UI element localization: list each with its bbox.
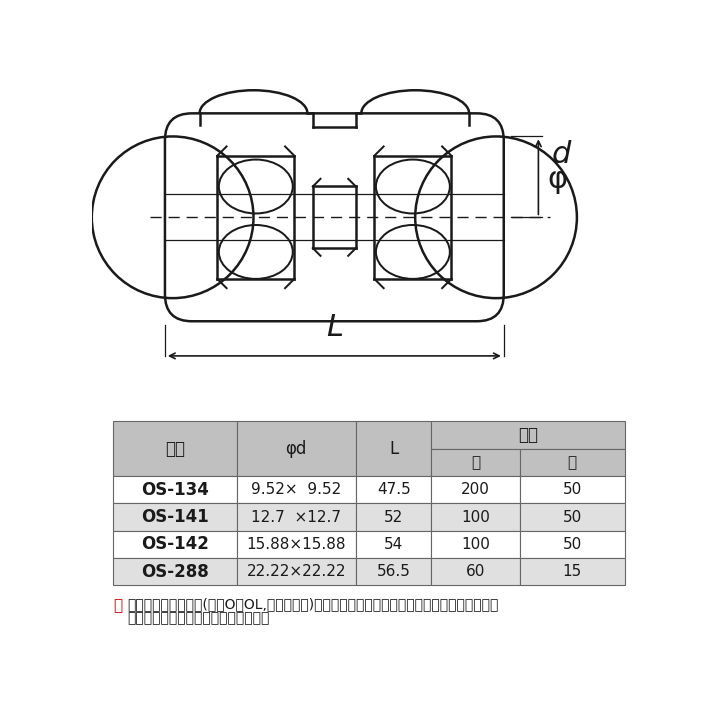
- Text: 47.5: 47.5: [377, 482, 410, 498]
- Text: 54: 54: [384, 537, 403, 552]
- Bar: [431, 531, 520, 558]
- Text: 15.88×15.88: 15.88×15.88: [246, 537, 346, 552]
- Bar: [113, 531, 237, 558]
- Bar: [237, 476, 356, 503]
- Bar: [520, 449, 625, 476]
- Bar: [237, 531, 356, 558]
- Text: 100: 100: [462, 510, 490, 525]
- Text: ・上記銅管サイズ表をご確認下さい。: ・上記銅管サイズ表をご確認下さい。: [127, 611, 269, 626]
- Bar: [113, 476, 237, 503]
- Bar: [520, 476, 625, 503]
- Text: OS-141: OS-141: [141, 508, 209, 526]
- Bar: [113, 421, 237, 476]
- Text: d: d: [552, 140, 571, 169]
- Text: 60: 60: [466, 564, 485, 579]
- Text: ：・コイル軟質銅管(質別O・OL,なまし銅管)には必ずインサートスリーブを使用して下さい。: ：・コイル軟質銅管(質別O・OL,なまし銅管)には必ずインサートスリーブを使用し…: [127, 598, 498, 612]
- Text: 品番: 品番: [165, 440, 185, 458]
- Bar: [520, 503, 625, 531]
- Text: OS-142: OS-142: [141, 536, 209, 554]
- Text: 大: 大: [471, 455, 480, 470]
- Bar: [431, 421, 625, 449]
- Text: φd: φd: [286, 440, 307, 458]
- Text: 52: 52: [384, 510, 403, 525]
- Bar: [431, 449, 520, 476]
- Bar: [520, 558, 625, 585]
- Text: φ: φ: [548, 165, 567, 194]
- Bar: [237, 503, 356, 531]
- Text: 22.22×22.22: 22.22×22.22: [246, 564, 346, 579]
- Bar: [237, 421, 356, 476]
- Bar: [356, 558, 431, 585]
- Text: L: L: [326, 313, 343, 342]
- Bar: [356, 421, 431, 476]
- Bar: [237, 558, 356, 585]
- Bar: [431, 503, 520, 531]
- Text: 12.7  ×12.7: 12.7 ×12.7: [251, 510, 341, 525]
- Bar: [356, 476, 431, 503]
- Bar: [520, 531, 625, 558]
- Bar: [356, 531, 431, 558]
- Text: 15: 15: [562, 564, 582, 579]
- Text: OS-288: OS-288: [141, 563, 209, 581]
- Bar: [431, 476, 520, 503]
- Bar: [113, 558, 237, 585]
- Text: 小: 小: [567, 455, 577, 470]
- Bar: [113, 503, 237, 531]
- Text: 50: 50: [562, 510, 582, 525]
- Text: 56.5: 56.5: [377, 564, 410, 579]
- Text: 注: 注: [113, 598, 122, 613]
- Bar: [356, 503, 431, 531]
- Text: OS-134: OS-134: [141, 481, 209, 499]
- Text: 200: 200: [462, 482, 490, 498]
- Bar: [431, 558, 520, 585]
- Text: 50: 50: [562, 537, 582, 552]
- Text: 50: 50: [562, 482, 582, 498]
- Text: L: L: [389, 440, 398, 458]
- Text: 100: 100: [462, 537, 490, 552]
- Text: 9.52×  9.52: 9.52× 9.52: [251, 482, 341, 498]
- Text: 入数: 入数: [518, 426, 538, 444]
